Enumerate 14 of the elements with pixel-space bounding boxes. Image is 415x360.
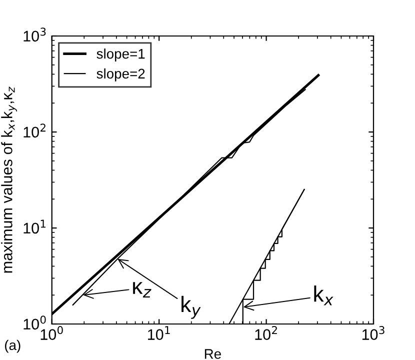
text: (a) bbox=[5, 340, 20, 353]
y-axis-title: maximum values of k$_{x}$,k$_{y}$,κ$_{z}$ bbox=[1, 86, 17, 273]
x-axis-title: Re bbox=[204, 349, 221, 359]
legend-label: slope=2 bbox=[96, 68, 145, 82]
annotation: k$_{x}$ bbox=[314, 286, 334, 306]
x-tick-label: 10$^{1}$ bbox=[148, 326, 170, 340]
y-tick-label: 10$^{2}$ bbox=[24, 124, 46, 138]
y-tick-label: 10$^{3}$ bbox=[24, 28, 46, 42]
x-tick-label: 10$^{2}$ bbox=[255, 326, 277, 340]
y-tick-label: 10$^{1}$ bbox=[24, 220, 46, 234]
x-tick-label: 10$^{3}$ bbox=[362, 326, 384, 340]
annotation: κ$_{z}$ bbox=[133, 282, 152, 298]
annotation: k$_{y}$ bbox=[182, 296, 201, 319]
legend-label: slope=1 bbox=[96, 48, 145, 62]
